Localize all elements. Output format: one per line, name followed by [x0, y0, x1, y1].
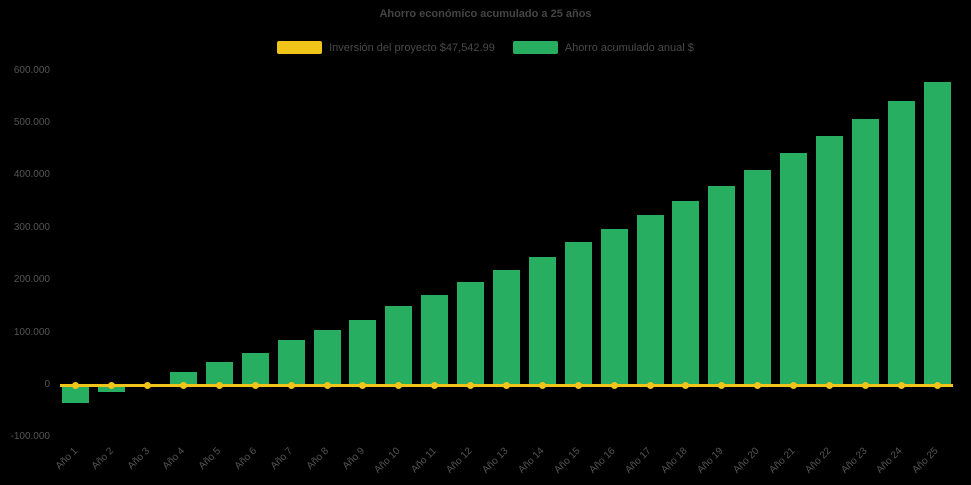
investment-line-marker[interactable] — [395, 381, 403, 389]
investment-line-marker[interactable] — [538, 381, 546, 389]
investment-line-marker[interactable] — [933, 381, 941, 389]
x-axis-label: Año 22 — [803, 445, 834, 476]
y-axis-label: 400.000 — [13, 169, 50, 181]
savings-swatch-icon — [512, 41, 558, 54]
investment-line-marker[interactable] — [574, 381, 582, 389]
investment-line-marker[interactable] — [503, 381, 510, 389]
investment-line-marker[interactable] — [108, 381, 116, 389]
investment-line-marker[interactable] — [754, 381, 762, 389]
x-axis-label: Año 7 — [268, 445, 296, 472]
bar-year-20[interactable] — [744, 170, 772, 385]
bar-year-11[interactable] — [421, 294, 449, 385]
investment-line-marker[interactable] — [215, 381, 223, 389]
y-axis-label: 300.000 — [13, 221, 50, 233]
x-axis-label: Año 16 — [587, 445, 619, 476]
x-axis-label: Año 6 — [232, 445, 260, 472]
bar-year-6[interactable] — [241, 352, 269, 385]
x-axis-label: Año 5 — [197, 445, 224, 472]
x-axis-label: Año 12 — [444, 445, 475, 476]
bar-year-10[interactable] — [385, 306, 413, 385]
y-axis-label: -100.000 — [10, 431, 50, 443]
bar-year-24[interactable] — [887, 100, 915, 385]
bar-year-2[interactable] — [98, 385, 126, 393]
investment-line-marker[interactable] — [897, 381, 905, 389]
investment-line-marker[interactable] — [718, 381, 726, 389]
bar-year-19[interactable] — [708, 185, 736, 385]
chart-title: Ahorro económico acumulado a 25 años — [379, 8, 592, 20]
investment-line-marker[interactable] — [825, 381, 833, 389]
x-axis-label: Año 10 — [372, 445, 403, 476]
investment-line-marker[interactable] — [180, 381, 188, 389]
legend: Inversión del proyecto $47,542.99 Ahorro… — [0, 41, 971, 54]
x-axis-label: Año 13 — [480, 445, 511, 476]
y-axis-label: 500.000 — [13, 117, 50, 128]
bar-year-15[interactable] — [564, 242, 592, 385]
x-axis-label: Año 4 — [161, 445, 188, 472]
investment-line-marker[interactable] — [467, 381, 475, 389]
x-axis-label: Año 3 — [125, 445, 152, 472]
bar-year-17[interactable] — [636, 214, 664, 385]
x-axis-label: Año 8 — [304, 445, 331, 472]
investment-line-marker[interactable] — [610, 381, 618, 389]
investment-line-marker[interactable] — [287, 381, 295, 389]
x-axis-label: Año 20 — [731, 445, 762, 476]
y-axis-label: 200.000 — [13, 274, 50, 286]
x-axis-label: Año 19 — [695, 445, 726, 476]
investment-line-marker[interactable] — [359, 381, 367, 389]
bar-year-23[interactable] — [851, 118, 879, 385]
investment-line-marker[interactable] — [431, 381, 439, 389]
bar-year-21[interactable] — [780, 153, 808, 385]
investment-line-marker[interactable] — [790, 381, 798, 389]
y-axis-label: 0 — [44, 379, 50, 390]
x-axis-label: Año 18 — [659, 445, 690, 476]
bar-year-7[interactable] — [277, 340, 305, 385]
x-axis-label: Año 11 — [408, 445, 439, 476]
investment-line-marker[interactable] — [251, 381, 259, 389]
investment-line-marker[interactable] — [682, 381, 690, 389]
investment-line-marker[interactable] — [144, 381, 152, 389]
x-axis-label: Año 14 — [516, 445, 547, 476]
x-axis-label: Año 2 — [89, 445, 116, 472]
bar-year-12[interactable] — [457, 282, 485, 385]
bar-year-18[interactable] — [672, 200, 700, 385]
bar-year-8[interactable] — [313, 329, 341, 385]
bar-year-4[interactable] — [170, 371, 198, 385]
bar-year-5[interactable] — [205, 362, 233, 385]
x-axis-label: Año 1 — [53, 445, 80, 472]
bar-year-14[interactable] — [528, 256, 556, 385]
legend-label-investment: Inversión del proyecto $47,542.99 — [329, 41, 495, 54]
investment-line-marker[interactable] — [323, 381, 331, 389]
x-axis-label: Año 21 — [767, 445, 798, 476]
bar-year-16[interactable] — [600, 228, 628, 385]
x-axis-label: Año 17 — [623, 445, 654, 476]
legend-item-savings[interactable]: Ahorro acumulado anual $ — [512, 41, 694, 54]
x-axis-label: Año 23 — [839, 445, 870, 476]
legend-item-investment[interactable]: Inversión del proyecto $47,542.99 — [277, 41, 495, 54]
y-axis-label: 100.000 — [13, 326, 50, 338]
x-axis-label: Año 9 — [340, 445, 367, 472]
investment-swatch-icon — [277, 41, 323, 54]
x-axis-label: Año 15 — [551, 445, 583, 476]
bar-year-1[interactable] — [62, 385, 90, 404]
legend-label-savings: Ahorro acumulado anual $ — [564, 41, 694, 54]
x-axis-label: Año 25 — [910, 445, 941, 476]
bar-year-25[interactable] — [923, 82, 951, 385]
investment-line-marker[interactable] — [646, 381, 654, 389]
bar-year-13[interactable] — [493, 269, 520, 385]
investment-line-marker[interactable] — [72, 381, 80, 389]
x-axis-label: Año 24 — [874, 445, 906, 476]
bar-year-22[interactable] — [815, 136, 843, 385]
bar-year-9[interactable] — [349, 319, 377, 385]
y-axis-label: 600.000 — [13, 64, 50, 76]
investment-line-marker[interactable] — [861, 381, 869, 389]
